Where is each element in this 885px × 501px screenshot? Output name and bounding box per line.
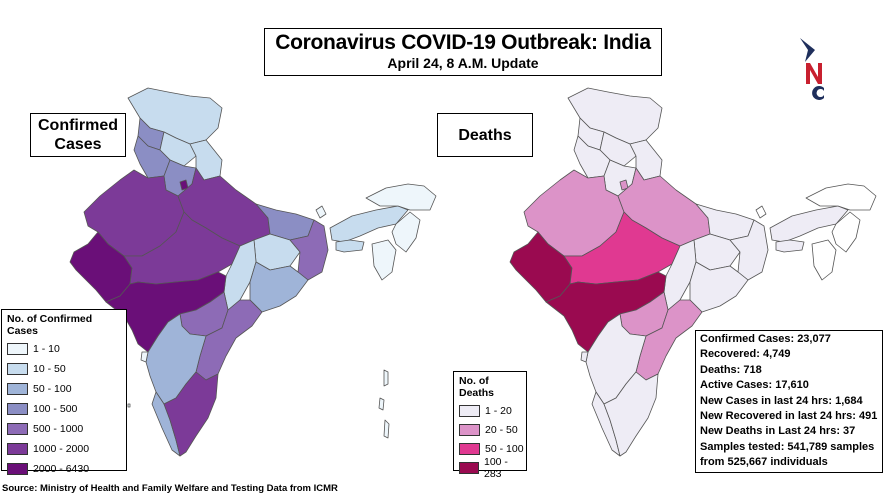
confirmed-legend-item: 100 - 500 [2, 399, 126, 419]
deaths-legend-swatch [459, 461, 479, 474]
region-odisha [249, 261, 309, 313]
map-title: Coronavirus COVID-19 Outbreak: India [275, 31, 651, 54]
stat-line: New Cases in last 24 hrs: 1,684 [700, 394, 863, 407]
source-note: Source: Ministry of Health and Family We… [2, 483, 338, 494]
confirmed-legend-swatch [7, 423, 28, 435]
region-arunachal [365, 183, 437, 211]
death-region-odisha [689, 261, 749, 313]
confirmed-legend-label: 100 - 500 [33, 403, 78, 415]
logo-letter-c [812, 86, 824, 101]
deaths-legend-item: 20 - 50 [454, 420, 526, 439]
deaths-legend-item: 50 - 100 [454, 439, 526, 458]
death-region-tamil-nadu [603, 371, 659, 457]
deaths-label: Deaths [437, 113, 533, 157]
death-region-arunachal [805, 183, 877, 211]
region-meghalaya [335, 239, 365, 253]
region-tamil-nadu [163, 371, 219, 457]
stat-line: Active Cases: 17,610 [700, 379, 809, 392]
deaths-legend-swatch [459, 442, 480, 455]
confirmed-legend-item: 500 - 1000 [2, 419, 126, 439]
confirmed-legend-label: 500 - 1000 [33, 423, 84, 435]
logo-letter-n [806, 63, 822, 84]
map-subtitle: April 24, 8 A.M. Update [387, 55, 539, 71]
region-tripura-mizoram [371, 239, 397, 281]
region-nagaland-manipur [391, 211, 421, 253]
confirmed-legend-swatch [7, 443, 28, 455]
confirmed-legend-swatch [7, 383, 28, 395]
deaths-legend: No. of Deaths 1 - 20 20 - 50 50 - 100 100 -… [453, 371, 527, 480]
confirmed-legend-swatch [7, 463, 28, 475]
confirmed-legend-label: 1000 - 2000 [33, 443, 90, 455]
region-goa [140, 351, 149, 363]
confirmed-legend-label: 50 - 100 [33, 383, 72, 395]
confirmed-legend-swatch [7, 363, 28, 375]
deaths-legend-label: 1 - 20 [485, 404, 512, 417]
confirmed-cases-map [69, 87, 437, 457]
confirmed-legend-title: No. of Confirmed Cases [7, 313, 93, 337]
stat-line: New Deaths in Last 24 hrs: 37 [700, 425, 856, 438]
confirmed-legend-item: 10 - 50 [2, 359, 126, 379]
stat-line: Deaths: 718 [700, 363, 762, 376]
stat-line: Confirmed Cases: 23,077 [700, 333, 831, 345]
death-region-karnataka [585, 313, 647, 405]
logo-chevron-icon [800, 38, 815, 62]
death-region-tripura-mizoram [811, 239, 837, 281]
deaths-legend-item: 1 - 20 [454, 401, 526, 420]
stat-line: Recovered: 4,749 [700, 348, 791, 361]
stat-line: Samples tested: 541,789 samples [700, 440, 875, 453]
death-region-nagaland-manipur [831, 211, 861, 253]
confirmed-cases-legend: No. of Confirmed Cases 1 - 10 10 - 50 50 -… [1, 309, 127, 475]
confirmed-legend-label: 10 - 50 [33, 363, 66, 375]
deaths-legend-item: 100 - 283 [454, 455, 526, 480]
region-west-bengal [289, 219, 329, 281]
deaths-legend-label: 50 - 100 [485, 442, 524, 455]
confirmed-cases-label: Confirmed Cases [30, 113, 126, 157]
title-box: Coronavirus COVID-19 Outbreak: India Apr… [264, 28, 662, 76]
deaths-legend-swatch [459, 423, 480, 436]
region-sikkim [315, 205, 327, 219]
deaths-map [509, 87, 877, 457]
confirmed-legend-label: 2000 - 6430 [33, 463, 90, 475]
deaths-legend-title: No. of Deaths [459, 375, 495, 399]
region-andaman-islands [378, 369, 390, 439]
deaths-legend-label: 100 - 283 [483, 455, 508, 480]
region-karnataka [145, 313, 207, 405]
stat-line: from 525,667 individuals [700, 456, 828, 469]
death-region-meghalaya [775, 239, 805, 253]
death-region-west-bengal [729, 219, 769, 281]
confirmed-legend-swatch [7, 403, 28, 415]
confirmed-legend-swatch [7, 343, 28, 355]
nc-logo [800, 38, 824, 101]
death-region-goa [580, 351, 589, 363]
deaths-legend-swatch [459, 404, 480, 417]
confirmed-legend-item: 2000 - 6430 [2, 459, 126, 479]
confirmed-legend-item: 50 - 100 [2, 379, 126, 399]
confirmed-legend-item: 1000 - 2000 [2, 439, 126, 459]
confirmed-legend-label: 1 - 10 [33, 343, 60, 355]
stat-line: New Recovered in last 24 hrs: 491 [700, 410, 878, 423]
confirmed-cases-label-text: Confirmed Cases [38, 117, 118, 153]
confirmed-legend-item: 1 - 10 [2, 339, 126, 359]
deaths-legend-label: 20 - 50 [485, 423, 518, 436]
death-region-sikkim [755, 205, 767, 219]
statistics-box: Confirmed Cases: 23,077 Recovered: 4,749 D… [695, 330, 883, 473]
deaths-label-text: Deaths [458, 126, 512, 144]
